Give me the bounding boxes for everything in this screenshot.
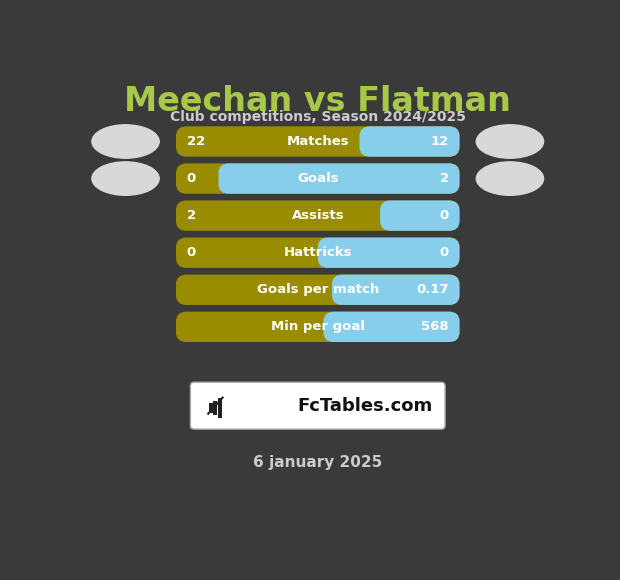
Text: 22: 22 <box>187 135 205 148</box>
Text: 0.17: 0.17 <box>416 283 449 296</box>
Text: Hattricks: Hattricks <box>283 246 352 259</box>
FancyBboxPatch shape <box>176 238 459 268</box>
Text: Matches: Matches <box>286 135 349 148</box>
Text: 0: 0 <box>440 209 449 222</box>
Text: 12: 12 <box>431 135 449 148</box>
Text: Club competitions, Season 2024/2025: Club competitions, Season 2024/2025 <box>170 110 466 124</box>
FancyBboxPatch shape <box>360 126 459 157</box>
FancyBboxPatch shape <box>190 382 445 429</box>
Text: Goals per match: Goals per match <box>257 283 379 296</box>
Text: Min per goal: Min per goal <box>271 320 365 334</box>
Ellipse shape <box>476 125 544 158</box>
FancyBboxPatch shape <box>332 274 459 305</box>
Text: 6 january 2025: 6 january 2025 <box>253 455 383 470</box>
Text: 568: 568 <box>422 320 449 334</box>
Text: Goals: Goals <box>297 172 339 185</box>
Ellipse shape <box>92 162 159 195</box>
Text: Meechan vs Flatman: Meechan vs Flatman <box>125 85 511 118</box>
Text: 0: 0 <box>187 246 196 259</box>
Ellipse shape <box>92 125 159 158</box>
FancyBboxPatch shape <box>218 164 459 194</box>
Text: 0: 0 <box>440 246 449 259</box>
Text: FcTables.com: FcTables.com <box>298 397 433 415</box>
FancyBboxPatch shape <box>176 311 459 342</box>
FancyBboxPatch shape <box>176 126 459 157</box>
FancyBboxPatch shape <box>380 201 459 231</box>
FancyBboxPatch shape <box>213 401 218 415</box>
FancyBboxPatch shape <box>176 164 459 194</box>
FancyBboxPatch shape <box>317 238 459 268</box>
FancyBboxPatch shape <box>324 311 459 342</box>
Text: 0: 0 <box>187 172 196 185</box>
Text: 2: 2 <box>440 172 449 185</box>
FancyBboxPatch shape <box>176 274 459 305</box>
Text: 2: 2 <box>187 209 196 222</box>
FancyBboxPatch shape <box>218 398 222 418</box>
Text: Assists: Assists <box>291 209 344 222</box>
Ellipse shape <box>476 162 544 195</box>
FancyBboxPatch shape <box>176 201 459 231</box>
FancyBboxPatch shape <box>209 403 213 413</box>
